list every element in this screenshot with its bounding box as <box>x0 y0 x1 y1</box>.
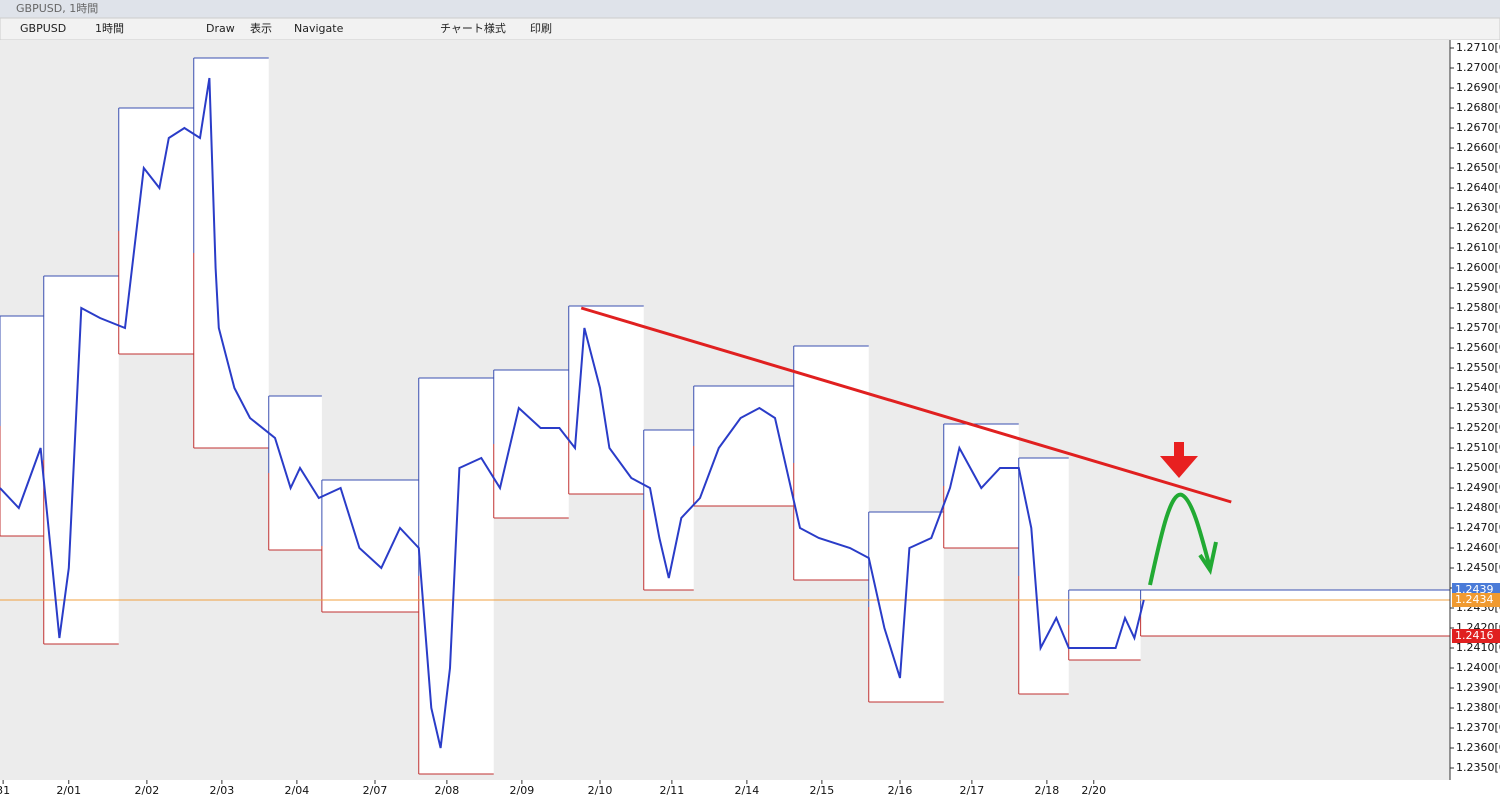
x-tick-label: 2/10 <box>588 784 613 797</box>
y-tick-label: 1.2360[0 <box>1456 741 1500 754</box>
y-tick-label: 1.2640[0 <box>1456 181 1500 194</box>
y-tick-label: 1.2580[0 <box>1456 301 1500 314</box>
range-box <box>868 512 944 702</box>
range-box <box>418 378 494 774</box>
x-tick-label: 2/18 <box>1035 784 1060 797</box>
y-tick-label: 1.2590[0 <box>1456 281 1500 294</box>
x-tick-label: 2/03 <box>210 784 235 797</box>
forecast-arrowhead <box>1198 541 1218 576</box>
x-tick-label: 2/09 <box>510 784 535 797</box>
price-axis <box>1450 40 1500 780</box>
y-tick-label: 1.2410[0 <box>1456 641 1500 654</box>
y-tick-label: 1.2660[0 <box>1456 141 1500 154</box>
title-bar <box>0 0 1500 18</box>
y-tick-label: 1.2570[0 <box>1456 321 1500 334</box>
y-tick-label: 1.2610[0 <box>1456 241 1500 254</box>
range-box <box>1140 590 1450 636</box>
x-tick-label: 2/07 <box>363 784 388 797</box>
price-tag-label: 1.2434 <box>1455 593 1494 606</box>
range-box <box>493 370 569 518</box>
price-tag-label: 1.2439 <box>1455 583 1494 596</box>
y-tick-label: 1.2500[0 <box>1456 461 1500 474</box>
forecast-curve <box>1148 492 1212 586</box>
range-box <box>268 396 322 550</box>
y-tick-label: 1.2560[0 <box>1456 341 1500 354</box>
x-tick-label: 2/08 <box>435 784 460 797</box>
range-box <box>0 316 44 536</box>
range-box <box>643 430 694 590</box>
price-tag <box>1452 593 1500 607</box>
y-tick-label: 1.2690[0 <box>1456 81 1500 94</box>
price-series <box>0 77 1145 749</box>
y-tick-label: 1.2470[0 <box>1456 521 1500 534</box>
x-tick-label: 2/04 <box>285 784 310 797</box>
y-tick-label: 1.2400[0 <box>1456 661 1500 674</box>
y-tick-label: 1.2710[0 <box>1456 41 1500 54</box>
y-tick-label: 1.2510[0 <box>1456 441 1500 454</box>
trendline <box>580 306 1232 504</box>
x-tick-label: 2/15 <box>810 784 835 797</box>
price-tag <box>1452 629 1500 643</box>
range-box <box>118 108 194 354</box>
y-tick-label: 1.2700[0 <box>1456 61 1500 74</box>
y-tick-label: 1.2540[0 <box>1456 381 1500 394</box>
x-tick-label: 2/17 <box>960 784 985 797</box>
toolbar-item: 印刷 <box>530 22 552 35</box>
y-tick-label: 1.2530[0 <box>1456 401 1500 414</box>
y-tick-label: 1.2680[0 <box>1456 101 1500 114</box>
y-tick-label: 1.2370[0 <box>1456 721 1500 734</box>
x-tick-label: 2/20 <box>1081 784 1106 797</box>
time-axis <box>0 780 1500 803</box>
y-tick-label: 1.2550[0 <box>1456 361 1500 374</box>
y-tick-label: 1.2390[0 <box>1456 681 1500 694</box>
x-tick-label: 2/11 <box>660 784 685 797</box>
y-tick-label: 1.2450[0 <box>1456 561 1500 574</box>
toolbar-item: 表示 <box>250 21 272 35</box>
range-box <box>193 58 269 448</box>
toolbar-item: 1時間 <box>95 22 124 35</box>
y-tick-label: 1.2520[0 <box>1456 421 1500 434</box>
y-tick-label: 1.2630[0 <box>1456 201 1500 214</box>
price-tag-label: 1.2416 <box>1455 629 1494 642</box>
y-tick-label: 1.2670[0 <box>1456 121 1500 134</box>
toolbar-item: Draw <box>206 22 235 35</box>
down-arrow <box>1160 442 1198 478</box>
range-box <box>693 386 794 506</box>
x-tick-label: 2/14 <box>735 784 760 797</box>
y-tick-label: 1.2600[0 <box>1456 261 1500 274</box>
x-tick-label: 2/16 <box>888 784 913 797</box>
range-box <box>1018 458 1069 694</box>
y-tick-label: 1.2650[0 <box>1456 161 1500 174</box>
window-title: GBPUSD, 1時間 <box>16 2 98 15</box>
x-tick-label: 2/02 <box>135 784 160 797</box>
x-tick-label: 31 <box>0 784 10 797</box>
y-tick-label: 1.2490[0 <box>1456 481 1500 494</box>
y-tick-label: 1.2620[0 <box>1456 221 1500 234</box>
toolbar-item: チャート様式 <box>440 21 506 35</box>
toolbar-item: GBPUSD <box>20 22 66 35</box>
y-tick-label: 1.2460[0 <box>1456 541 1500 554</box>
range-box <box>568 306 644 494</box>
y-tick-label: 1.2480[0 <box>1456 501 1500 514</box>
y-tick-label: 1.2380[0 <box>1456 701 1500 714</box>
toolbar-item: Navigate <box>294 22 344 35</box>
range-box <box>321 480 419 612</box>
y-tick-label: 1.2350[0 <box>1456 761 1500 774</box>
x-tick-label: 2/01 <box>56 784 81 797</box>
range-box <box>43 276 119 644</box>
